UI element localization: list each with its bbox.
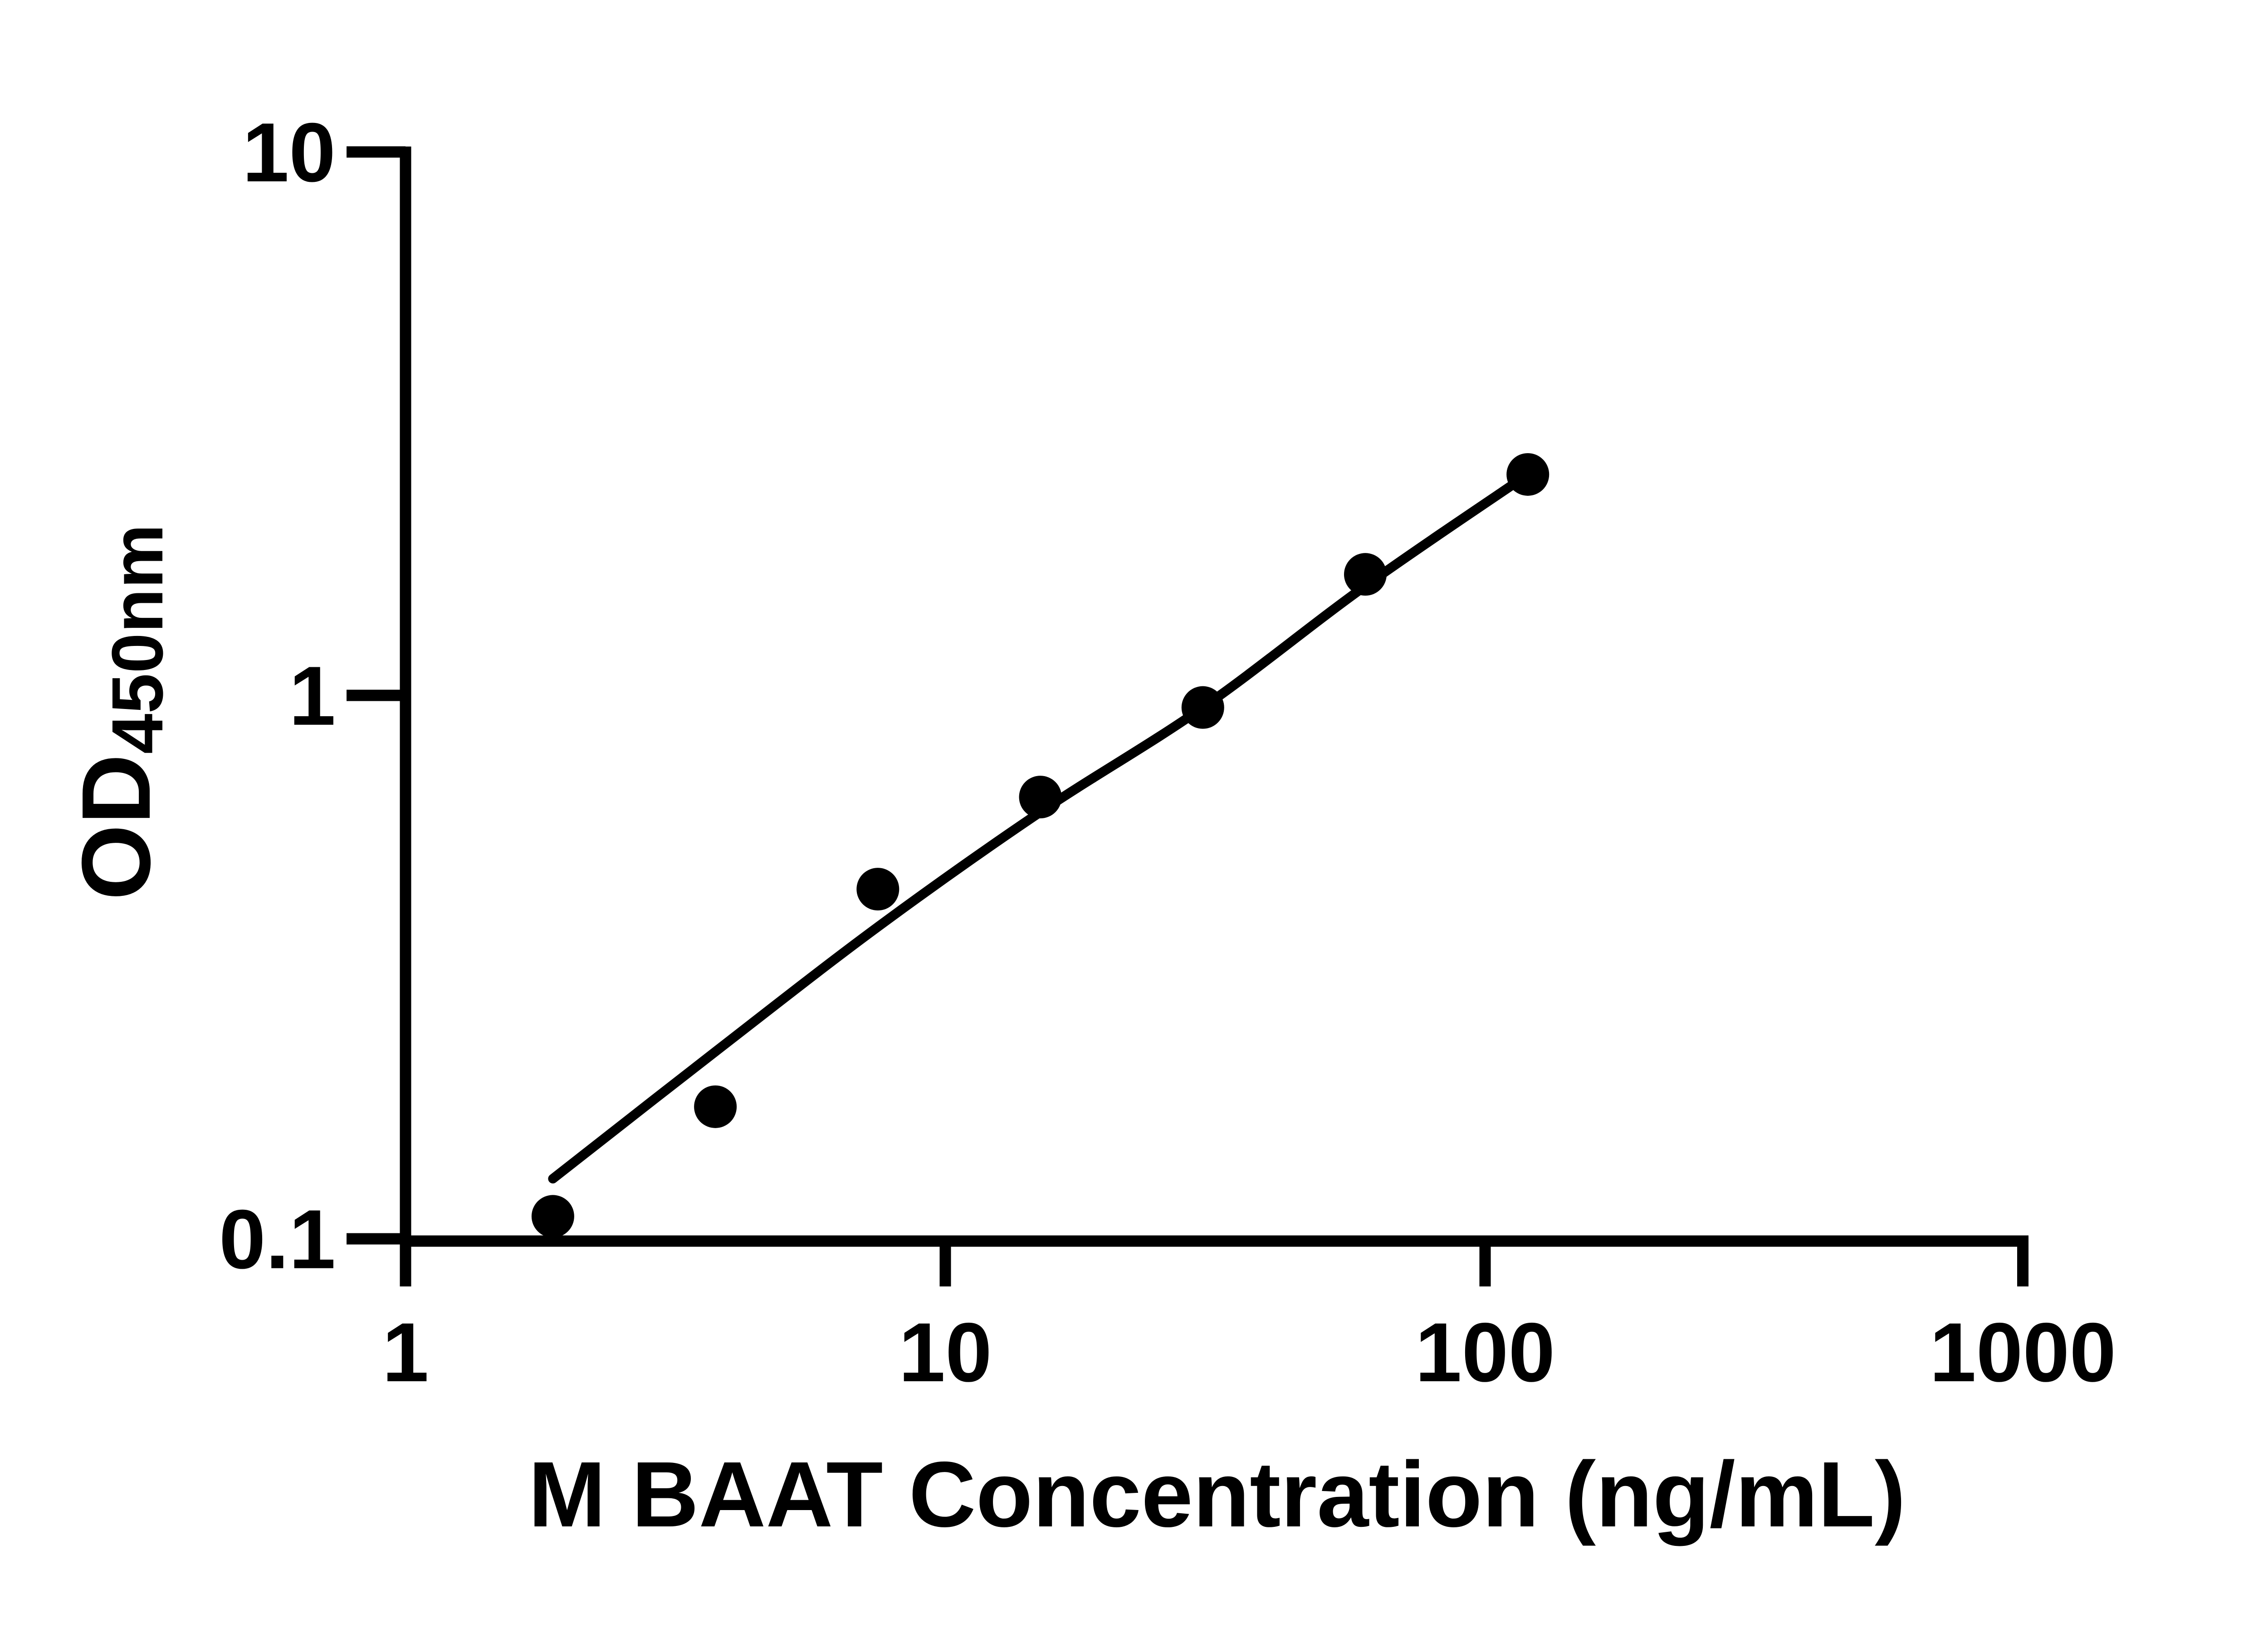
data-point-marker	[694, 1085, 737, 1128]
y-axis-title-main: OD	[61, 754, 171, 900]
x-tick-labels: 1 10 100 1000	[382, 1306, 2116, 1399]
x-tick-label: 10	[899, 1306, 992, 1399]
data-point-marker	[1506, 453, 1549, 496]
y-ticks	[347, 146, 406, 1245]
x-tick-label: 1	[382, 1306, 429, 1399]
x-axis-title: M BAAT Concentration (ng/mL)	[528, 1442, 1906, 1546]
data-points	[531, 453, 1549, 1238]
x-tick-label: 1000	[1930, 1306, 2116, 1399]
x-tick-label: 100	[1415, 1306, 1555, 1399]
data-point-marker	[531, 1195, 574, 1238]
data-point-marker	[856, 868, 899, 911]
y-tick-label: 1	[289, 650, 336, 743]
y-tick-labels: 0.1 1 10	[219, 106, 336, 1286]
x-ticks	[400, 1241, 2028, 1286]
data-point-marker	[1181, 686, 1224, 729]
data-point-marker	[1344, 553, 1387, 596]
data-point-marker	[1019, 776, 1062, 819]
y-tick-label: 0.1	[219, 1193, 336, 1286]
y-axis-title: OD450nm	[61, 524, 178, 900]
y-tick-label: 10	[242, 106, 336, 200]
y-axis-title-subscript: 450nm	[97, 524, 178, 754]
